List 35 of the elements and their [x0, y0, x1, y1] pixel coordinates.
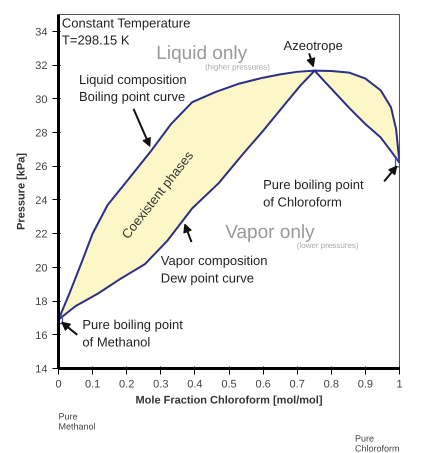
y-tick-label: 24: [35, 194, 48, 207]
y-axis-title: Pressure [kPa]: [15, 152, 28, 230]
y-tick-label: 32: [35, 60, 48, 72]
x-tick-label: 0.1: [84, 378, 100, 390]
x-tick-label: 0.3: [153, 378, 168, 390]
x-tick-label: 0.9: [358, 378, 374, 390]
annotation: Vapor only: [225, 222, 316, 243]
annotation: Azeotrope: [284, 38, 343, 54]
x-axis-title: Mole Fraction Chloroform [mol/mol]: [136, 394, 323, 406]
y-tick-label: 26: [35, 161, 48, 174]
x-tick-label: 0: [55, 378, 62, 390]
x-tick-label: 0.7: [290, 378, 305, 390]
x-tick-label: 0.4: [187, 378, 203, 390]
y-tick-label: 14: [35, 364, 48, 376]
y-tick-label: 16: [35, 330, 48, 342]
x-tick-label: 0.5: [221, 378, 237, 390]
x-tick-label: 0.8: [324, 378, 339, 390]
y-tick-label: 30: [35, 94, 48, 106]
annotation: (higher pressures): [205, 62, 270, 72]
y-tick-label: 22: [35, 228, 48, 241]
y-tick-label: 20: [35, 262, 48, 274]
annotation: Liquid composition Boiling point curve: [78, 72, 187, 104]
annotation: Pure boiling point of Methanol: [82, 317, 184, 350]
annotation: Vapor composition Dew point curve: [160, 253, 268, 286]
text: Pure Methanol: [58, 412, 96, 432]
annotation: Pure boiling point of Chloroform: [263, 177, 364, 210]
y-tick-label: 34: [35, 26, 48, 38]
x-tick-label: 1: [396, 378, 403, 390]
x-tick-label: 0.2: [119, 378, 134, 390]
y-tick-label: 18: [35, 296, 48, 308]
annotation: Liquid only: [156, 43, 248, 64]
text: Pure Chloroform: [354, 434, 400, 453]
y-tick-label: 28: [35, 128, 48, 140]
x-tick-label: 0.6: [255, 378, 271, 390]
annotation: (lower pressures): [296, 241, 359, 250]
